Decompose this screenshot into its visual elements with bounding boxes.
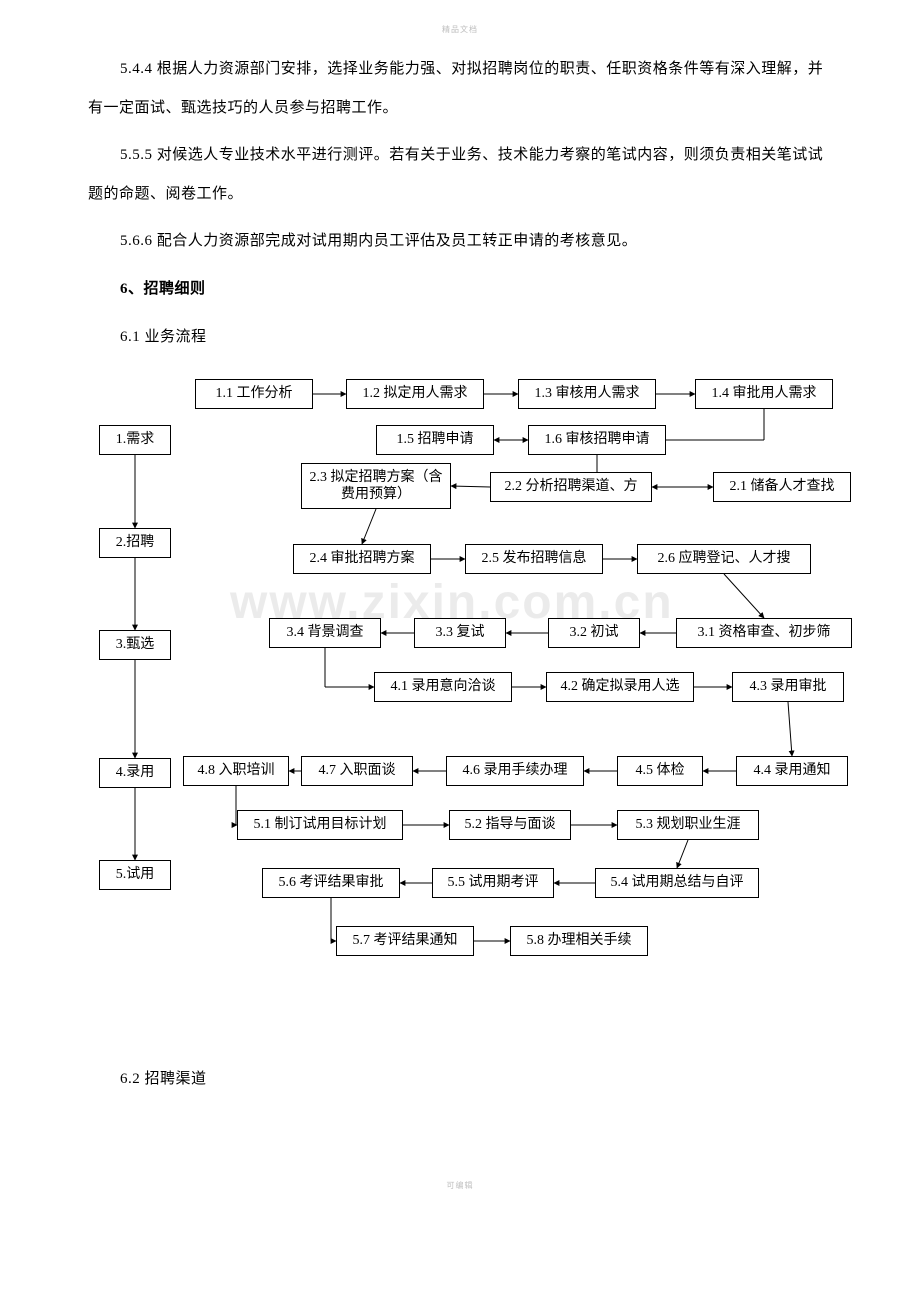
flow-node-s2: 2.招聘 — [99, 528, 171, 558]
flow-node-n22: 2.2 分析招聘渠道、方 — [490, 472, 652, 502]
flow-node-n23: 2.3 拟定招聘方案（含费用预算） — [301, 463, 451, 509]
flow-node-n42: 4.2 确定拟录用人选 — [546, 672, 694, 702]
flow-node-n53: 5.3 规划职业生涯 — [617, 810, 759, 840]
flow-node-n11: 1.1 工作分析 — [195, 379, 313, 409]
flow-node-n54: 5.4 试用期总结与自评 — [595, 868, 759, 898]
flow-node-n48: 4.8 入职培训 — [183, 756, 289, 786]
flow-node-n57: 5.7 考评结果通知 — [336, 926, 474, 956]
flow-node-n26: 2.6 应聘登记、人才搜 — [637, 544, 811, 574]
flow-node-s1: 1.需求 — [99, 425, 171, 455]
flow-node-n21: 2.1 储备人才查找 — [713, 472, 851, 502]
flow-node-n46: 4.6 录用手续办理 — [446, 756, 584, 786]
flow-node-n55: 5.5 试用期考评 — [432, 868, 554, 898]
flow-node-n47: 4.7 入职面谈 — [301, 756, 413, 786]
flow-node-n14: 1.4 审批用人需求 — [695, 379, 833, 409]
flow-node-s5: 5.试用 — [99, 860, 171, 890]
heading-6-2: 6.2 招聘渠道 — [88, 1060, 838, 1099]
flow-node-n43: 4.3 录用审批 — [732, 672, 844, 702]
flow-node-n13: 1.3 审核用人需求 — [518, 379, 656, 409]
flow-node-n58: 5.8 办理相关手续 — [510, 926, 648, 956]
flow-node-n24: 2.4 审批招聘方案 — [293, 544, 431, 574]
flow-node-n32: 3.2 初试 — [548, 618, 640, 648]
flow-node-n44: 4.4 录用通知 — [736, 756, 848, 786]
flow-node-n12: 1.2 拟定用人需求 — [346, 379, 484, 409]
document-page: 精品文档 5.4.4 根据人力资源部门安排，选择业务能力强、对拟招聘岗位的职责、… — [0, 0, 920, 1302]
flow-node-s4: 4.录用 — [99, 758, 171, 788]
flow-node-s3: 3.甄选 — [99, 630, 171, 660]
flow-node-n45: 4.5 体检 — [617, 756, 703, 786]
flow-node-n51: 5.1 制订试用目标计划 — [237, 810, 403, 840]
flow-node-n25: 2.5 发布招聘信息 — [465, 544, 603, 574]
flow-node-n34: 3.4 背景调查 — [269, 618, 381, 648]
page-footer: 可编辑 — [0, 1180, 920, 1191]
flow-node-n56: 5.6 考评结果审批 — [262, 868, 400, 898]
flow-node-n16: 1.6 审核招聘申请 — [528, 425, 666, 455]
flow-node-n33: 3.3 复试 — [414, 618, 506, 648]
flow-node-n52: 5.2 指导与面谈 — [449, 810, 571, 840]
flow-node-n41: 4.1 录用意向洽谈 — [374, 672, 512, 702]
flow-node-n15: 1.5 招聘申请 — [376, 425, 494, 455]
flow-node-n31: 3.1 资格审查、初步筛 — [676, 618, 852, 648]
